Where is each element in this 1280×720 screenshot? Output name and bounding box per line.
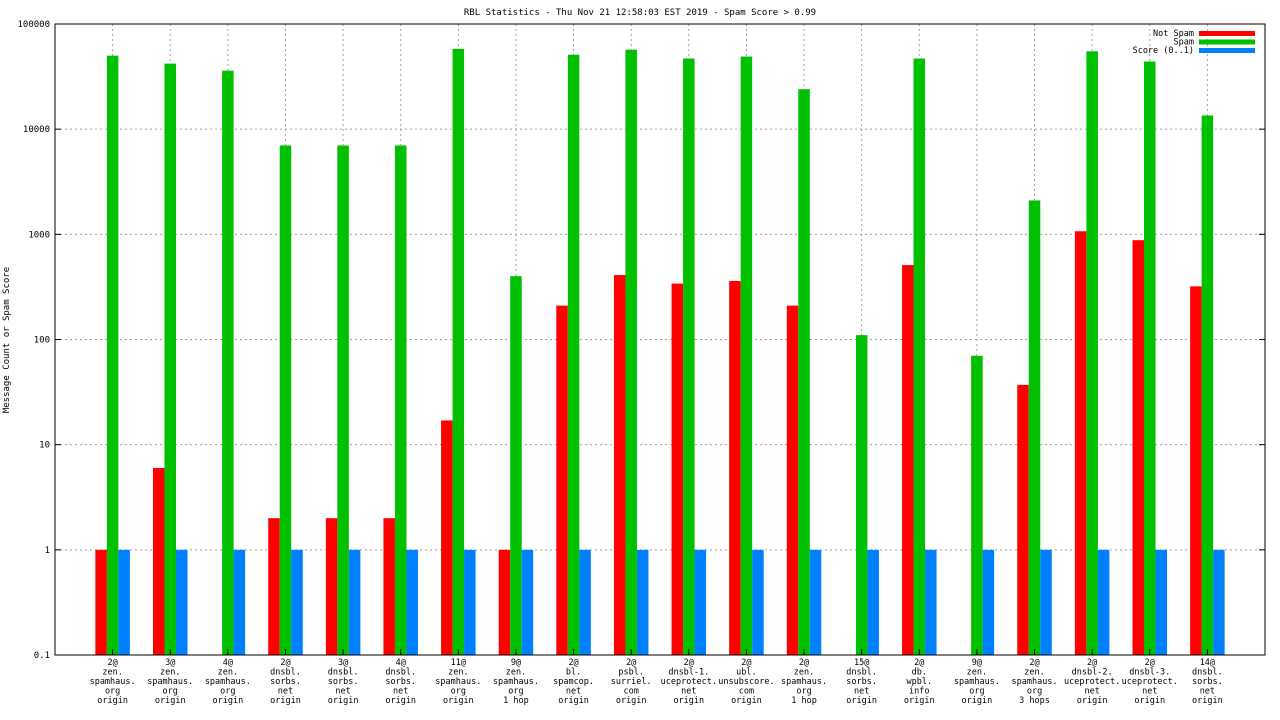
y-tick-label: 10: [39, 441, 50, 451]
bar-not-spam: [95, 549, 107, 655]
bars: [95, 48, 1225, 656]
bar-score-0-1: [1040, 549, 1052, 655]
bar-not-spam: [671, 283, 684, 655]
y-axis-label: Message Count or Spam Score: [2, 267, 12, 413]
legend-swatch: [1199, 48, 1255, 53]
bar-not-spam: [325, 518, 338, 655]
bar-score-0-1: [464, 549, 476, 655]
x-tick-label: 2@ ubl. unsubscore. com origin: [718, 658, 774, 706]
x-tick-label: 11@ zen. spamhaus. org origin: [435, 658, 481, 706]
x-tick-label: 2@ zen. spamhaus. org 3 hops: [1011, 658, 1057, 706]
bar-score-0-1: [982, 549, 995, 655]
x-tick-label: 2@ bl. spamcop. net origin: [553, 658, 594, 706]
bar-not-spam: [556, 305, 568, 655]
y-tick-label: 100000: [17, 20, 50, 30]
x-tick-label: 4@ zen. spamhaus. org origin: [205, 658, 251, 706]
bar-spam: [164, 63, 176, 655]
bar-spam: [1201, 115, 1214, 655]
bar-spam: [452, 48, 465, 655]
bar-not-spam: [1017, 384, 1029, 655]
bar-not-spam: [1132, 240, 1145, 655]
x-tick-label: 2@ dnsbl-2. uceprotect. net origin: [1064, 658, 1120, 706]
bar-not-spam: [268, 518, 280, 655]
bar-score-0-1: [291, 549, 303, 655]
bar-score-0-1: [348, 549, 361, 655]
bar-spam: [625, 49, 637, 655]
y-tick-label: 1000: [28, 230, 50, 240]
bar-spam: [222, 70, 234, 656]
bar-score-0-1: [752, 549, 764, 655]
bar-score-0-1: [867, 549, 879, 655]
x-tick-label: 9@ zen. spamhaus. org origin: [954, 658, 1000, 706]
bar-spam: [106, 55, 119, 655]
x-tick-label: 9@ zen. spamhaus. org 1 hop: [493, 658, 539, 706]
x-tick-label: 3@ zen. spamhaus. org origin: [147, 658, 193, 706]
bar-score-0-1: [1097, 549, 1110, 655]
legend-label: Score (0..1): [1133, 46, 1194, 56]
chart-title: RBL Statistics - Thu Nov 21 12:58:03 EST…: [464, 8, 816, 18]
y-tick-label: 100: [34, 336, 50, 346]
x-tick-label: 4@ dnsbl. sorbs. net origin: [385, 658, 416, 706]
bar-score-0-1: [175, 549, 188, 655]
bar-spam: [1086, 51, 1098, 656]
bar-score-0-1: [694, 549, 707, 655]
bar-score-0-1: [925, 549, 937, 655]
x-tick-label: 2@ dnsbl-1. uceprotect. net origin: [661, 658, 717, 706]
bar-spam: [1144, 61, 1156, 656]
y-ticks: 0.1 1 10 100 1000 10000 100000: [17, 20, 1265, 661]
bar-score-0-1: [809, 549, 822, 655]
x-tick-label: 2@ zen. spamhaus. org 1 hop: [781, 658, 827, 706]
bar-not-spam: [613, 275, 626, 655]
bar-spam: [279, 145, 292, 655]
bar-score-0-1: [406, 549, 418, 655]
bar-not-spam: [383, 518, 395, 655]
bar-score-0-1: [118, 549, 130, 655]
x-tick-label: 2@ dnsbl. sorbs. net origin: [270, 658, 301, 706]
bar-not-spam: [729, 280, 741, 655]
bar-not-spam: [902, 265, 914, 655]
bar-spam: [567, 54, 580, 656]
bar-spam: [510, 276, 522, 655]
x-tick-label: 2@ zen. spamhaus. org origin: [90, 658, 136, 706]
bar-spam: [971, 355, 983, 655]
y-tick-label: 0.1: [34, 651, 50, 661]
bar-score-0-1: [1213, 549, 1225, 655]
bar-not-spam: [786, 305, 799, 655]
bar-spam: [683, 58, 695, 655]
bar-spam: [1028, 200, 1041, 656]
bar-score-0-1: [521, 549, 534, 655]
bar-not-spam: [1190, 286, 1202, 655]
y-tick-label: 1: [45, 546, 50, 556]
bar-not-spam: [152, 467, 165, 655]
y-tick-label: 10000: [23, 125, 50, 135]
bar-score-0-1: [636, 549, 649, 655]
bar-not-spam: [1074, 231, 1087, 655]
bar-spam: [913, 58, 926, 655]
bar-not-spam: [498, 549, 511, 655]
bar-score-0-1: [1155, 549, 1168, 655]
x-tick-label: 3@ dnsbl. sorbs. net origin: [328, 658, 359, 706]
x-tick-label: 14@ dnsbl. sorbs. net origin: [1192, 658, 1223, 706]
bar-not-spam: [441, 420, 453, 655]
bar-score-0-1: [233, 549, 246, 655]
bar-spam: [855, 335, 868, 655]
legend-label: Spam: [1174, 38, 1194, 48]
x-tick-label: 2@ db. wpbl. info origin: [904, 658, 935, 706]
legend-label: Not Spam: [1153, 29, 1194, 39]
x-tick-label: 2@ dnsbl-3. uceprotect. net origin: [1122, 658, 1178, 706]
bar-score-0-1: [579, 549, 591, 655]
bar-spam: [798, 89, 810, 656]
x-tick-label: 2@ psbl. surriel. com origin: [611, 658, 652, 706]
legend-swatch: [1199, 39, 1255, 45]
bar-spam: [740, 56, 753, 655]
bar-spam: [337, 145, 349, 655]
bar-spam: [394, 145, 407, 655]
legend-swatch: [1199, 31, 1255, 36]
x-tick-label: 15@ dnsbl. sorbs. net origin: [846, 658, 877, 706]
